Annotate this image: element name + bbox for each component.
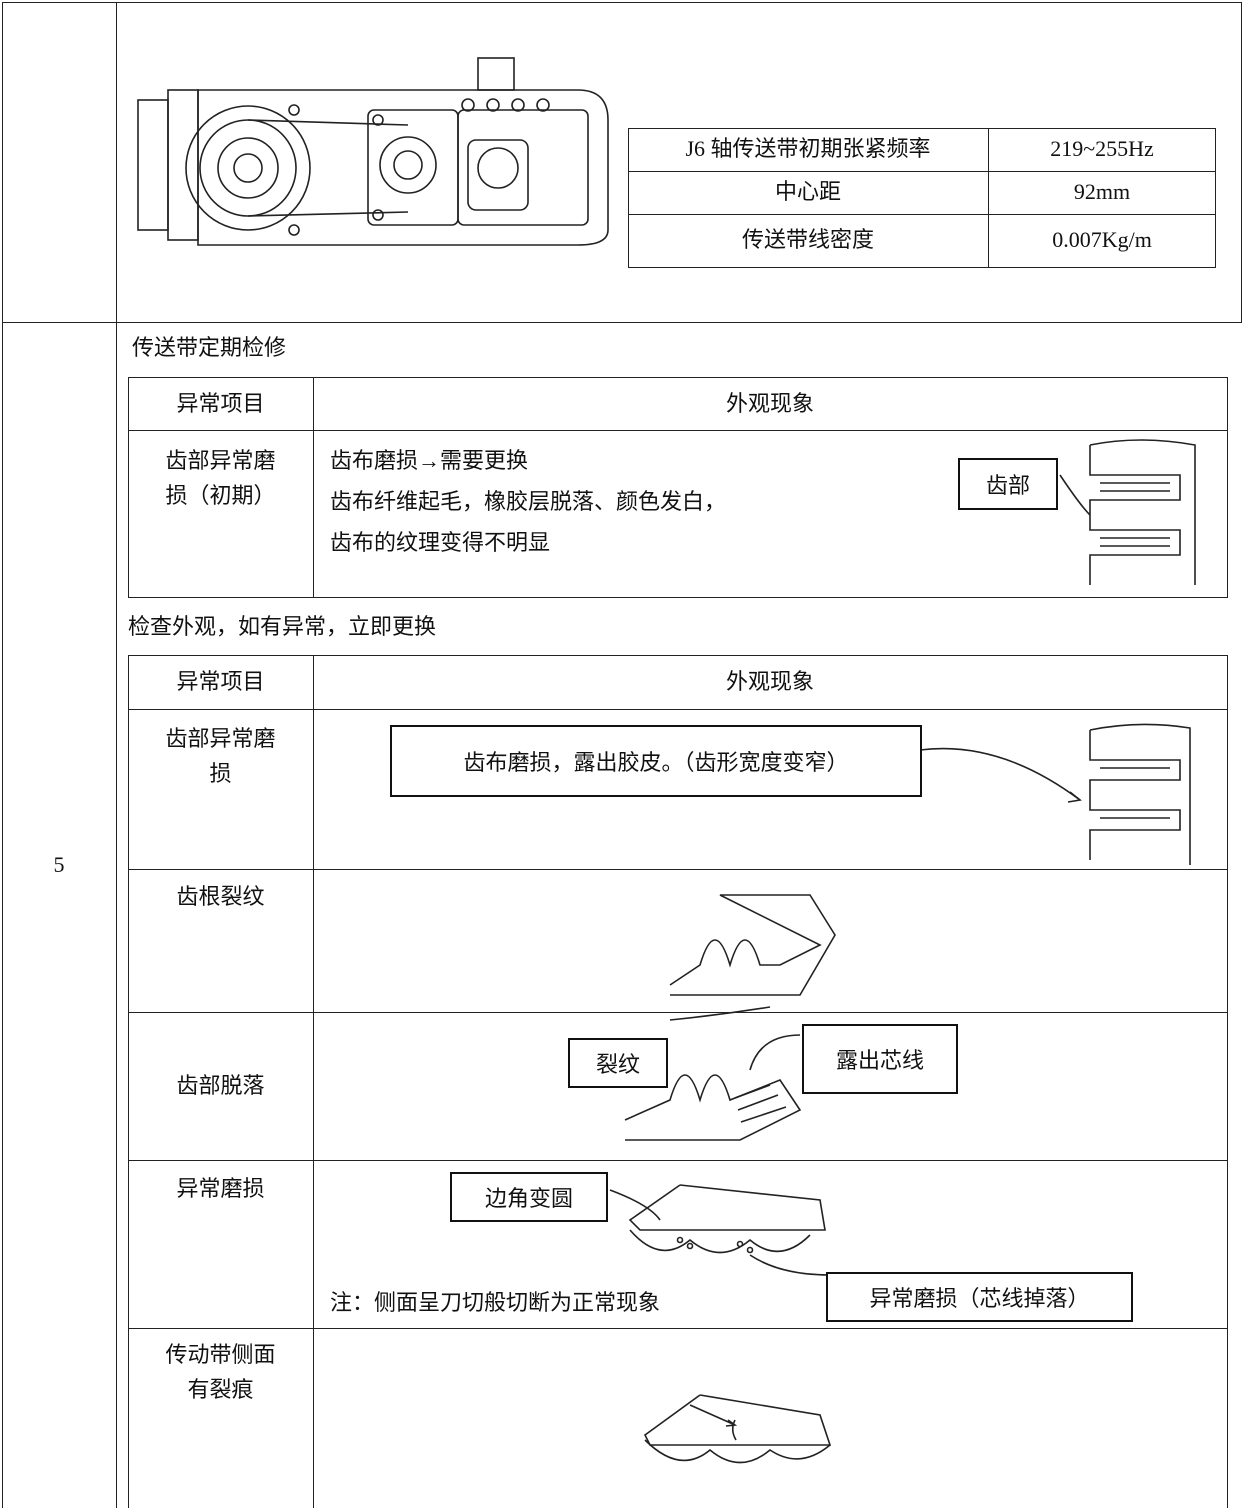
border bbox=[128, 1328, 1228, 1329]
item: 有裂痕 bbox=[187, 1377, 254, 1402]
item: 齿部异常磨 bbox=[165, 448, 276, 473]
callout: 裂纹 bbox=[568, 1038, 668, 1088]
belt-illustration bbox=[669, 894, 836, 1021]
border bbox=[2, 322, 1242, 323]
border bbox=[1227, 655, 1228, 1508]
border bbox=[628, 128, 629, 268]
callout: 异常磨损（芯线掉落） bbox=[826, 1272, 1133, 1322]
belt-illustration bbox=[643, 1394, 832, 1464]
border bbox=[128, 869, 1228, 870]
item: 异常磨损 bbox=[176, 1176, 265, 1201]
description: 齿布纤维起毛，橡胶层脱落、颜色发白， bbox=[330, 489, 727, 514]
item: 损（初期） bbox=[165, 483, 276, 508]
header: 异常项目 bbox=[176, 391, 265, 416]
header: 外观现象 bbox=[725, 669, 814, 694]
border bbox=[128, 377, 129, 597]
border bbox=[988, 128, 989, 268]
item: 齿部脱落 bbox=[176, 1073, 265, 1098]
belt-illustration bbox=[1059, 439, 1196, 585]
robot-drawing bbox=[137, 57, 609, 246]
border bbox=[128, 1012, 1228, 1013]
border bbox=[128, 377, 1228, 378]
border bbox=[128, 655, 1228, 656]
row-number: 5 bbox=[53, 852, 65, 877]
param-name: J6 轴传送带初期张紧频率 bbox=[685, 136, 931, 161]
border bbox=[628, 128, 1216, 129]
border bbox=[128, 430, 1228, 431]
border bbox=[128, 709, 1228, 710]
section-title: 检查外观，如有异常，立即更换 bbox=[128, 614, 437, 639]
belt-illustration bbox=[919, 723, 1191, 865]
border bbox=[1215, 128, 1216, 268]
item: 传动带侧面 bbox=[165, 1342, 276, 1367]
header: 外观现象 bbox=[725, 391, 814, 416]
border bbox=[1227, 377, 1228, 597]
description: 齿布的纹理变得不明显 bbox=[330, 530, 551, 555]
header: 异常项目 bbox=[176, 669, 265, 694]
note: 注：侧面呈刀切般切断为正常现象 bbox=[330, 1290, 661, 1315]
border bbox=[628, 171, 1216, 172]
callout: 边角变圆 bbox=[450, 1172, 608, 1222]
description: 齿布磨损→需要更换 bbox=[330, 448, 529, 473]
border bbox=[313, 655, 314, 1508]
callout: 齿布磨损，露出胶皮。（齿形宽度变窄） bbox=[390, 725, 922, 797]
callout: 齿部 bbox=[958, 458, 1058, 510]
item: 齿部异常磨 bbox=[165, 726, 276, 751]
param-value: 0.007Kg/m bbox=[1052, 227, 1152, 252]
border bbox=[1241, 2, 1242, 322]
callout: 露出芯线 bbox=[802, 1024, 958, 1094]
item: 齿根裂纹 bbox=[176, 884, 265, 909]
border bbox=[628, 267, 1216, 268]
border bbox=[313, 377, 314, 597]
belt-illustration bbox=[624, 1034, 802, 1141]
param-name: 中心距 bbox=[774, 179, 841, 204]
border bbox=[128, 597, 1228, 598]
item: 损 bbox=[209, 761, 232, 786]
border bbox=[116, 2, 117, 1508]
border bbox=[128, 1160, 1228, 1161]
border bbox=[128, 655, 129, 1508]
param-value: 92mm bbox=[1073, 179, 1131, 204]
border bbox=[2, 2, 1242, 3]
border bbox=[2, 2, 3, 1508]
param-value: 219~255Hz bbox=[1050, 136, 1154, 161]
section-title: 传送带定期检修 bbox=[132, 335, 287, 360]
border bbox=[628, 214, 1216, 215]
param-name: 传送带线密度 bbox=[741, 227, 874, 252]
belt-illustration bbox=[609, 1184, 831, 1276]
